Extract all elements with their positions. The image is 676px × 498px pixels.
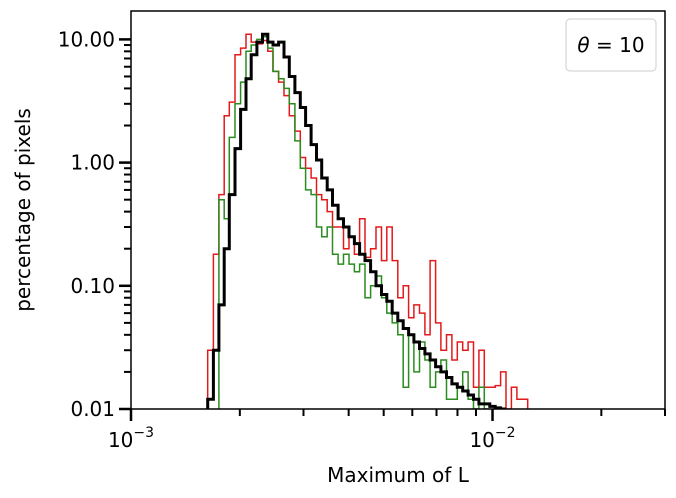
series-layer (206, 32, 529, 409)
y-tick-label: 10.00 (58, 27, 115, 51)
legend-label: θ = 10 (577, 33, 644, 57)
y-axis-label: percentage of pixels (11, 108, 35, 312)
y-tick-label: 0.10 (70, 274, 115, 298)
y-tick-label: 1.00 (70, 151, 115, 175)
x-tick-label: 10−2 (469, 425, 515, 452)
legend-box (565, 18, 657, 72)
histogram-series-2 (218, 36, 490, 409)
legend: θ = 10 (565, 18, 657, 72)
histogram-series-3 (206, 32, 506, 409)
axis-ticks: 10−3 10−2 0.01 0.10 1.00 10.00 (58, 27, 666, 452)
x-tick-label: 10−3 (108, 425, 154, 452)
histogram-series-1 (206, 33, 529, 409)
plot-frame (130, 10, 666, 410)
y-tick-label: 0.01 (70, 397, 115, 421)
x-axis-label: Maximum of L (327, 463, 470, 487)
